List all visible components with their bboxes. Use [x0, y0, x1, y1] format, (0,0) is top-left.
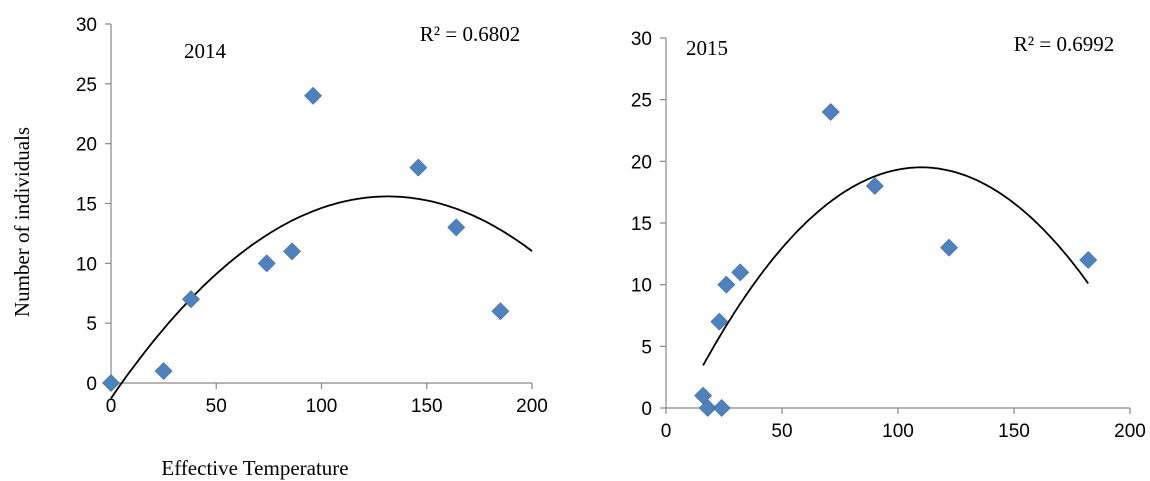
- data-point: [821, 103, 840, 121]
- y-tick-label: 30: [631, 29, 652, 50]
- data-point: [447, 218, 466, 237]
- y-tick-label: 10: [631, 276, 652, 297]
- r-squared-label: R² = 0.6992: [1014, 32, 1114, 56]
- x-tick-label: 0: [106, 396, 117, 417]
- trendline: [110, 195, 533, 399]
- x-tick-label: 50: [771, 421, 792, 442]
- data-point: [717, 275, 736, 294]
- x-tick-label: 150: [411, 396, 443, 417]
- data-point: [698, 399, 717, 417]
- y-tick-label: 25: [631, 91, 652, 112]
- y-tick-label: 5: [641, 337, 652, 358]
- data-point: [1079, 251, 1098, 269]
- trendline: [702, 166, 1089, 366]
- data-point: [940, 238, 958, 257]
- y-tick-label: 15: [631, 214, 652, 235]
- data-point: [865, 177, 884, 195]
- data-point: [154, 362, 173, 380]
- data-point: [491, 302, 510, 321]
- y-tick-label: 15: [76, 195, 97, 216]
- x-tick-label: 100: [306, 396, 338, 417]
- data-point: [304, 86, 323, 105]
- chart-2015: 0 5 10 15 20 25 30 0 50 100 150 200 2015 R² = 0.6992: [631, 29, 1146, 442]
- x-tick-label: 100: [882, 421, 914, 442]
- data-point: [102, 374, 120, 392]
- y-tick-label: 25: [76, 75, 97, 96]
- x-tick-label: 150: [998, 421, 1030, 442]
- y-tick-label: 10: [76, 254, 97, 275]
- r-squared-label: R² = 0.6802: [420, 22, 520, 46]
- data-point: [710, 312, 729, 331]
- x-axis-label: Effective Temperature: [161, 456, 348, 480]
- data-point: [182, 290, 200, 309]
- chart-2014: 0 5 10 15 20 25 30 0 50 100 150 200 2014 R² = 0.6802: [76, 15, 548, 417]
- data-point: [731, 263, 750, 282]
- y-tick-label: 20: [631, 152, 652, 173]
- y-tick-label: 0: [86, 374, 97, 395]
- data-point: [409, 158, 428, 177]
- y-tick-label: 0: [641, 399, 652, 420]
- data-point: [283, 242, 301, 261]
- y-tick-label: 20: [76, 135, 97, 156]
- data-point: [257, 254, 276, 273]
- x-tick-label: 50: [206, 396, 227, 417]
- y-axis-label: Number of individuals: [10, 127, 34, 317]
- panel-year-label: 2015: [686, 36, 728, 60]
- y-tick-label: 5: [86, 314, 97, 335]
- data-point: [712, 399, 731, 417]
- x-tick-label: 200: [516, 396, 548, 417]
- x-tick-label: 200: [1114, 421, 1146, 442]
- panel-year-label: 2014: [184, 39, 227, 63]
- x-tick-label: 0: [661, 421, 672, 442]
- y-tick-label: 30: [76, 15, 97, 36]
